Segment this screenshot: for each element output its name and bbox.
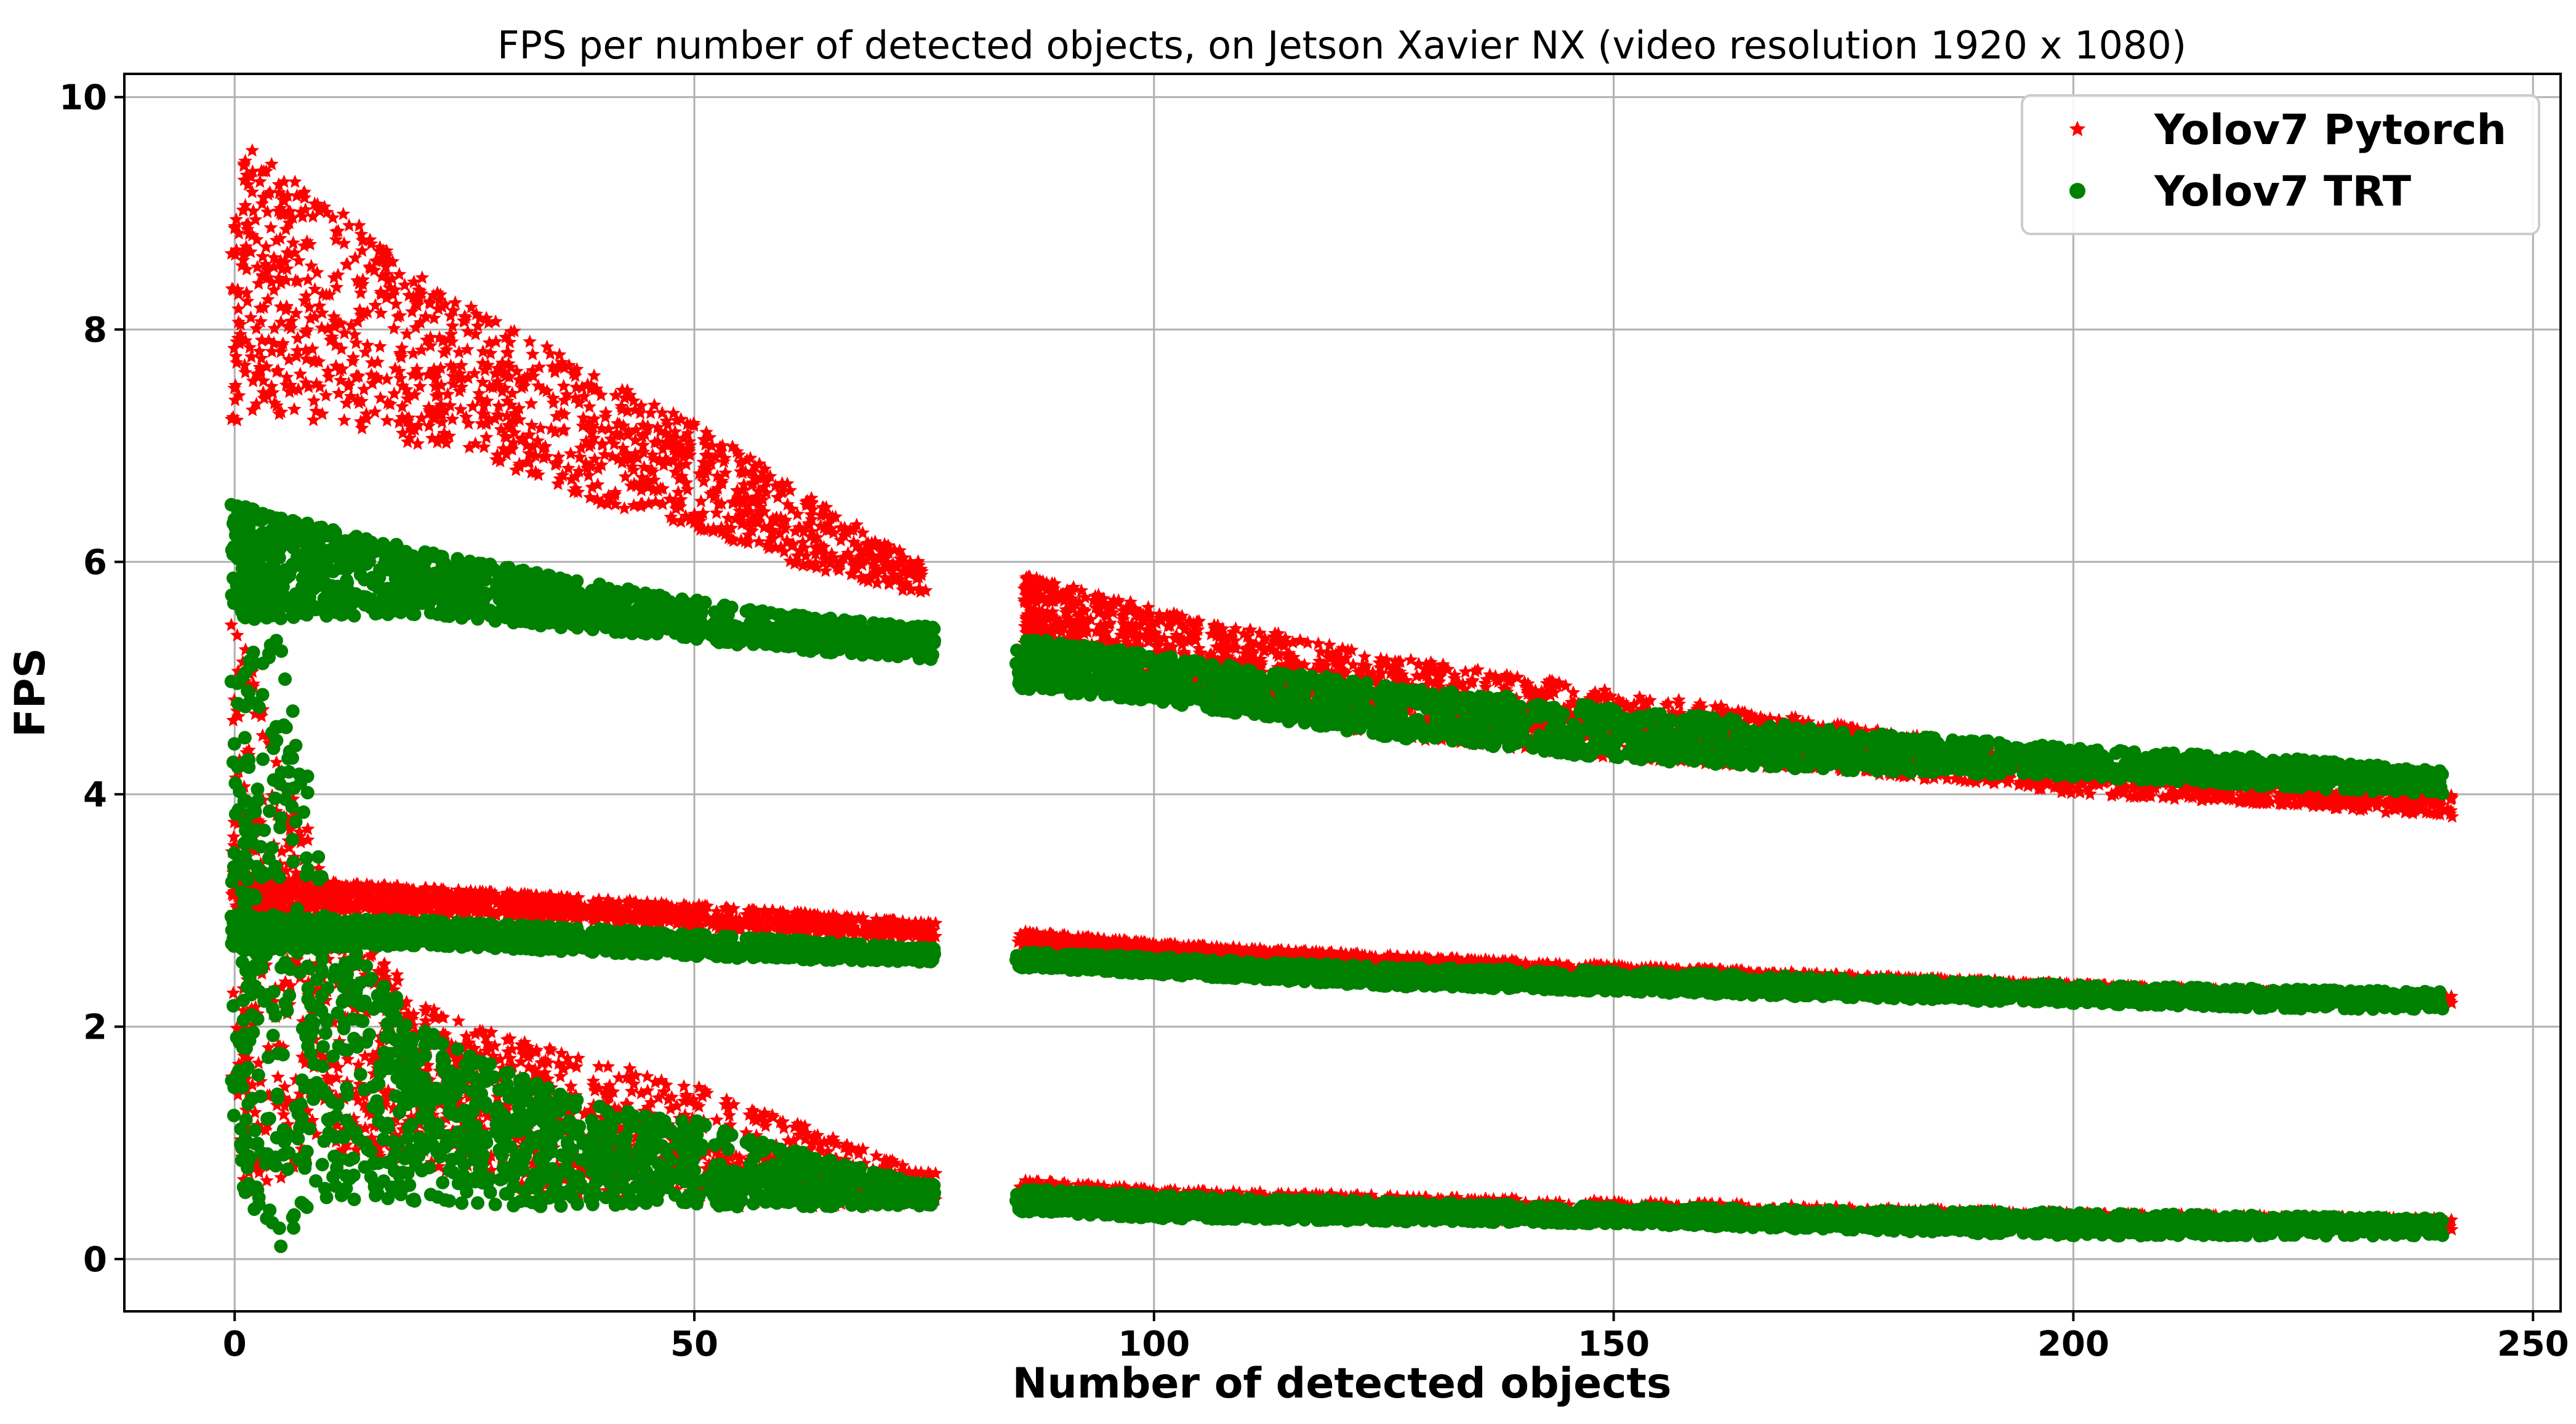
- pytorch-point: [373, 339, 387, 353]
- pytorch-point: [524, 396, 539, 410]
- pytorch-point: [391, 310, 405, 323]
- scatter-chart: FPS per number of detected objects, on J…: [0, 0, 2576, 1424]
- pytorch-point: [244, 310, 258, 324]
- pytorch-point: [483, 336, 497, 349]
- pytorch-point: [288, 175, 302, 188]
- pytorch-point: [241, 294, 255, 308]
- pytorch-point: [564, 446, 578, 460]
- pytorch-point: [524, 418, 539, 432]
- pytorch-point: [301, 273, 315, 286]
- pytorch-point: [448, 296, 462, 309]
- pytorch-point: [694, 494, 708, 507]
- pytorch-point: [1358, 650, 1372, 663]
- pytorch-point: [287, 402, 302, 416]
- pytorch-point: [307, 393, 321, 407]
- chart-title: FPS per number of detected objects, on J…: [497, 23, 2186, 68]
- pytorch-point: [231, 302, 246, 315]
- pytorch-point: [284, 321, 298, 335]
- pytorch-point: [553, 348, 567, 361]
- pytorch-point: [587, 368, 601, 382]
- pytorch-point: [387, 321, 401, 335]
- pytorch-point: [427, 311, 441, 324]
- pytorch-point: [393, 371, 407, 385]
- pytorch-point: [259, 239, 273, 253]
- pytorch-point: [245, 143, 259, 157]
- pytorch-point: [361, 338, 375, 352]
- pytorch-point: [380, 413, 394, 427]
- pytorch-point: [337, 413, 351, 427]
- pytorch-point: [460, 342, 475, 356]
- pytorch-point: [286, 236, 300, 249]
- pytorch-point: [332, 386, 346, 400]
- pytorch-point: [523, 334, 537, 348]
- pytorch-point: [352, 219, 366, 232]
- pytorch-point: [556, 379, 571, 392]
- pytorch-point: [526, 347, 540, 361]
- pytorch-point: [336, 207, 350, 220]
- pytorch-point: [264, 220, 278, 234]
- pytorch-point: [1458, 665, 1472, 678]
- data-points: [224, 143, 2459, 1253]
- pytorch-point: [368, 404, 382, 418]
- pytorch-point: [355, 244, 369, 257]
- pytorch-point: [355, 421, 369, 435]
